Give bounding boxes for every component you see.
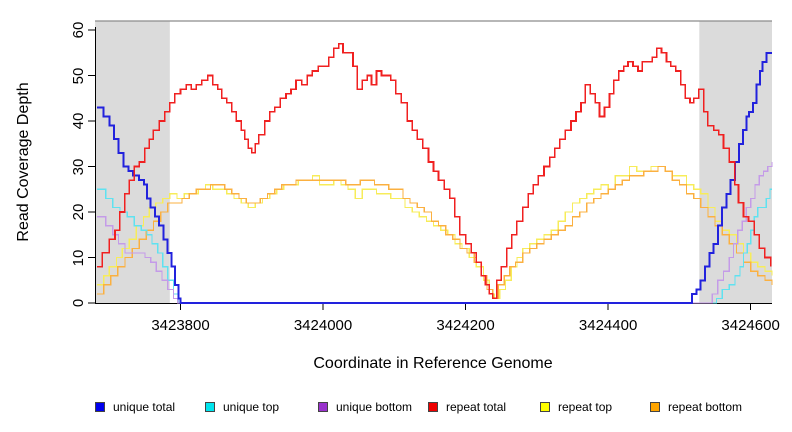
legend-item-unique-top: unique top [205, 400, 279, 414]
legend-item-repeat-top: repeat top [540, 400, 612, 414]
legend-label: unique top [223, 400, 280, 414]
y-tick-label: 10 [70, 249, 87, 266]
x-tick-label: 3424200 [436, 317, 495, 334]
legend-label: repeat bottom [668, 400, 743, 414]
legend-swatch-icon [205, 402, 215, 412]
shaded-region-left [95, 21, 170, 303]
legend-swatch-icon [428, 402, 438, 412]
series-line-repeat-bottom [97, 165, 773, 300]
y-tick-label: 50 [70, 67, 87, 84]
y-axis-title: Read Coverage Depth [15, 82, 32, 242]
legend-item-repeat-bottom: repeat bottom [650, 400, 742, 414]
legend-swatch-icon [540, 402, 550, 412]
x-tick-label: 3424400 [578, 317, 638, 334]
legend-swatch-icon [95, 402, 105, 412]
y-tick-label: 0 [70, 298, 87, 308]
series-line-repeat-total [97, 42, 772, 300]
legend-label: repeat top [558, 400, 613, 414]
legend-swatch-icon [650, 402, 660, 412]
x-axis-title: Coordinate in Reference Genome [313, 355, 553, 372]
legend-item-unique-total: unique total [95, 400, 175, 414]
legend-label: unique bottom [336, 400, 413, 414]
x-tick-label: 3424600 [721, 317, 780, 334]
legend-item-unique-bottom: unique bottom [318, 400, 412, 414]
legend-item-repeat-total: repeat total [428, 400, 506, 414]
series-line-unique-bottom [97, 162, 773, 304]
series-line-repeat-top [97, 165, 773, 300]
x-tick-label: 3423800 [151, 317, 210, 334]
legend-label: repeat total [446, 400, 507, 414]
y-tick-label: 30 [70, 158, 87, 175]
series-line-unique-top [97, 188, 772, 304]
series-line-unique-total [97, 51, 772, 304]
legend-label: unique total [113, 400, 176, 414]
x-tick-label: 3424000 [293, 317, 353, 334]
legend-swatch-icon [318, 402, 328, 412]
y-tick-label: 20 [70, 203, 87, 221]
y-tick-label: 40 [70, 112, 87, 130]
chart-legend: unique total unique top unique bottom repea… [0, 399, 792, 415]
y-tick-label: 60 [70, 21, 87, 39]
